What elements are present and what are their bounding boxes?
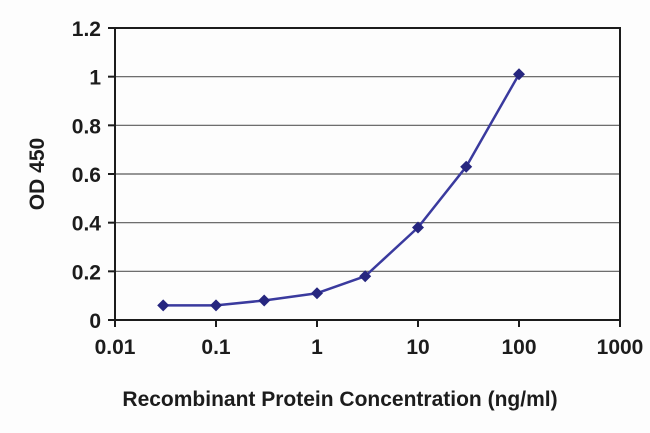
y-tick-label: 0.2 (72, 261, 101, 284)
data-line (163, 73, 521, 307)
plot-border (114, 27, 621, 321)
y-tick-label: 0.8 (72, 115, 102, 138)
data-point-marker (513, 68, 525, 81)
y-axis-title: OD 450 (26, 137, 49, 211)
y-tick-label: 0 (89, 310, 101, 333)
x-tick-label: 100 (501, 336, 536, 359)
x-tick-label: 0.01 (95, 336, 136, 359)
y-tick-label: 0.6 (72, 164, 101, 187)
data-point-marker (157, 299, 170, 312)
x-axis-title: Recombinant Protein Concentration (ng/ml… (122, 388, 558, 411)
data-point-marker (460, 160, 473, 173)
data-point-marker (210, 299, 222, 312)
y-tick-label: 1 (89, 67, 101, 90)
data-point-marker (258, 294, 271, 307)
data-point-marker (412, 221, 424, 234)
y-tick-label: 0.4 (72, 213, 102, 236)
x-tick-label: 0.1 (201, 336, 231, 359)
x-tick-label: 1000 (597, 336, 644, 359)
data-point-marker (311, 287, 323, 300)
x-tick-label: 1 (311, 336, 323, 359)
y-tick-label: 1.2 (72, 18, 101, 41)
data-point-marker (359, 270, 372, 283)
x-tick-label: 10 (406, 336, 429, 359)
